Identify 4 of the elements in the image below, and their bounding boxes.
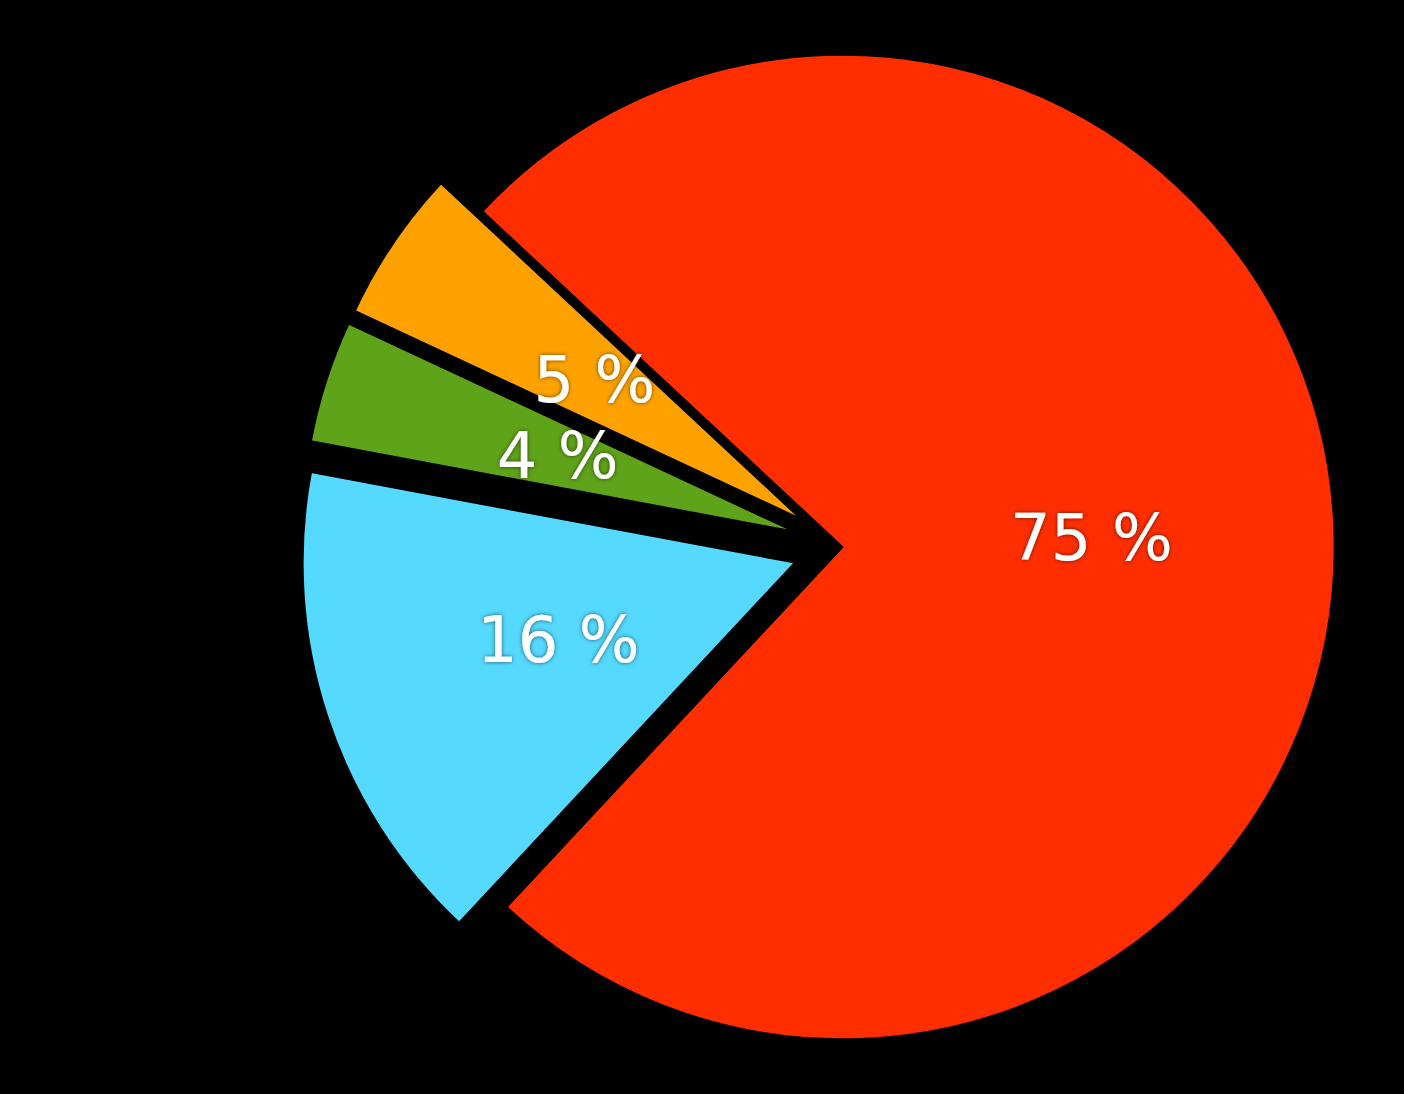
data-label: 75 % — [1010, 501, 1173, 576]
data-label: 4 % — [496, 418, 619, 493]
data-label: 5 % — [533, 342, 656, 417]
data-label: 16 % — [476, 603, 640, 678]
